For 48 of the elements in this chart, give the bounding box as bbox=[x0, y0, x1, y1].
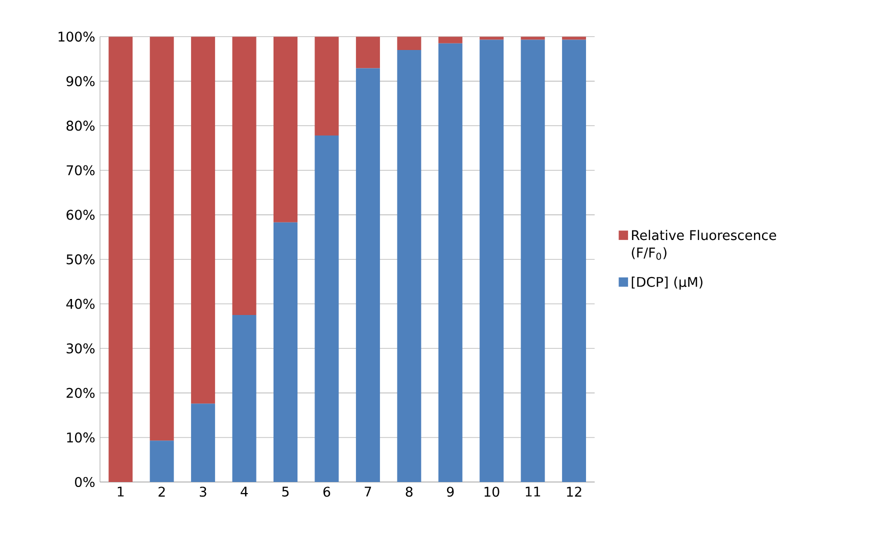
x-tick-label: 7 bbox=[364, 486, 372, 496]
x-tick-label: 6 bbox=[323, 486, 330, 497]
bar bbox=[356, 36, 380, 68]
bar bbox=[520, 36, 545, 40]
legend-label: Relative Fluorescence (F/F$_{0}$) bbox=[632, 230, 776, 260]
bar bbox=[520, 40, 545, 482]
x-tick-label: 11 bbox=[526, 486, 540, 496]
bar bbox=[397, 36, 422, 50]
y-tick-label: 60% bbox=[66, 210, 95, 220]
x-tick-label: 4 bbox=[240, 486, 248, 496]
x-tick-label: 1 bbox=[118, 486, 124, 496]
x-tick-label: 2 bbox=[158, 486, 165, 497]
y-tick-label: 10% bbox=[67, 432, 95, 443]
x-tick-label: 5 bbox=[282, 486, 289, 497]
y-tick-label: 70% bbox=[66, 165, 95, 176]
bar bbox=[438, 43, 462, 482]
bar bbox=[480, 40, 504, 482]
y-tick-label: 0% bbox=[75, 476, 95, 488]
bar bbox=[274, 36, 298, 222]
y-tick-label: 80% bbox=[66, 120, 95, 131]
x-tick-label: 8 bbox=[406, 486, 412, 497]
bar bbox=[562, 36, 586, 40]
bar bbox=[191, 404, 216, 482]
bar bbox=[232, 314, 256, 482]
y-tick-label: 50% bbox=[66, 254, 95, 264]
x-tick-label: 10 bbox=[484, 486, 500, 497]
y-tick-label: 40% bbox=[66, 298, 95, 309]
bar bbox=[150, 36, 174, 441]
bar bbox=[232, 36, 256, 315]
bar bbox=[397, 50, 422, 482]
bar bbox=[480, 36, 504, 40]
bar bbox=[108, 36, 133, 482]
bar bbox=[314, 136, 339, 482]
x-tick-label: 9 bbox=[446, 486, 454, 497]
y-tick-label: 20% bbox=[66, 388, 95, 398]
x-tick-label: 3 bbox=[200, 486, 206, 497]
bar bbox=[314, 36, 339, 136]
y-tick-label: 30% bbox=[66, 343, 95, 354]
legend-label: [DCP] (µM) bbox=[632, 276, 702, 290]
bar bbox=[356, 68, 380, 482]
y-tick-label: 100% bbox=[58, 32, 95, 42]
bar bbox=[438, 36, 462, 44]
bar bbox=[274, 222, 298, 482]
bar bbox=[562, 40, 586, 482]
bar bbox=[150, 440, 174, 482]
y-tick-label: 90% bbox=[66, 76, 95, 86]
x-tick-label: 12 bbox=[567, 486, 582, 497]
bar bbox=[191, 36, 216, 404]
